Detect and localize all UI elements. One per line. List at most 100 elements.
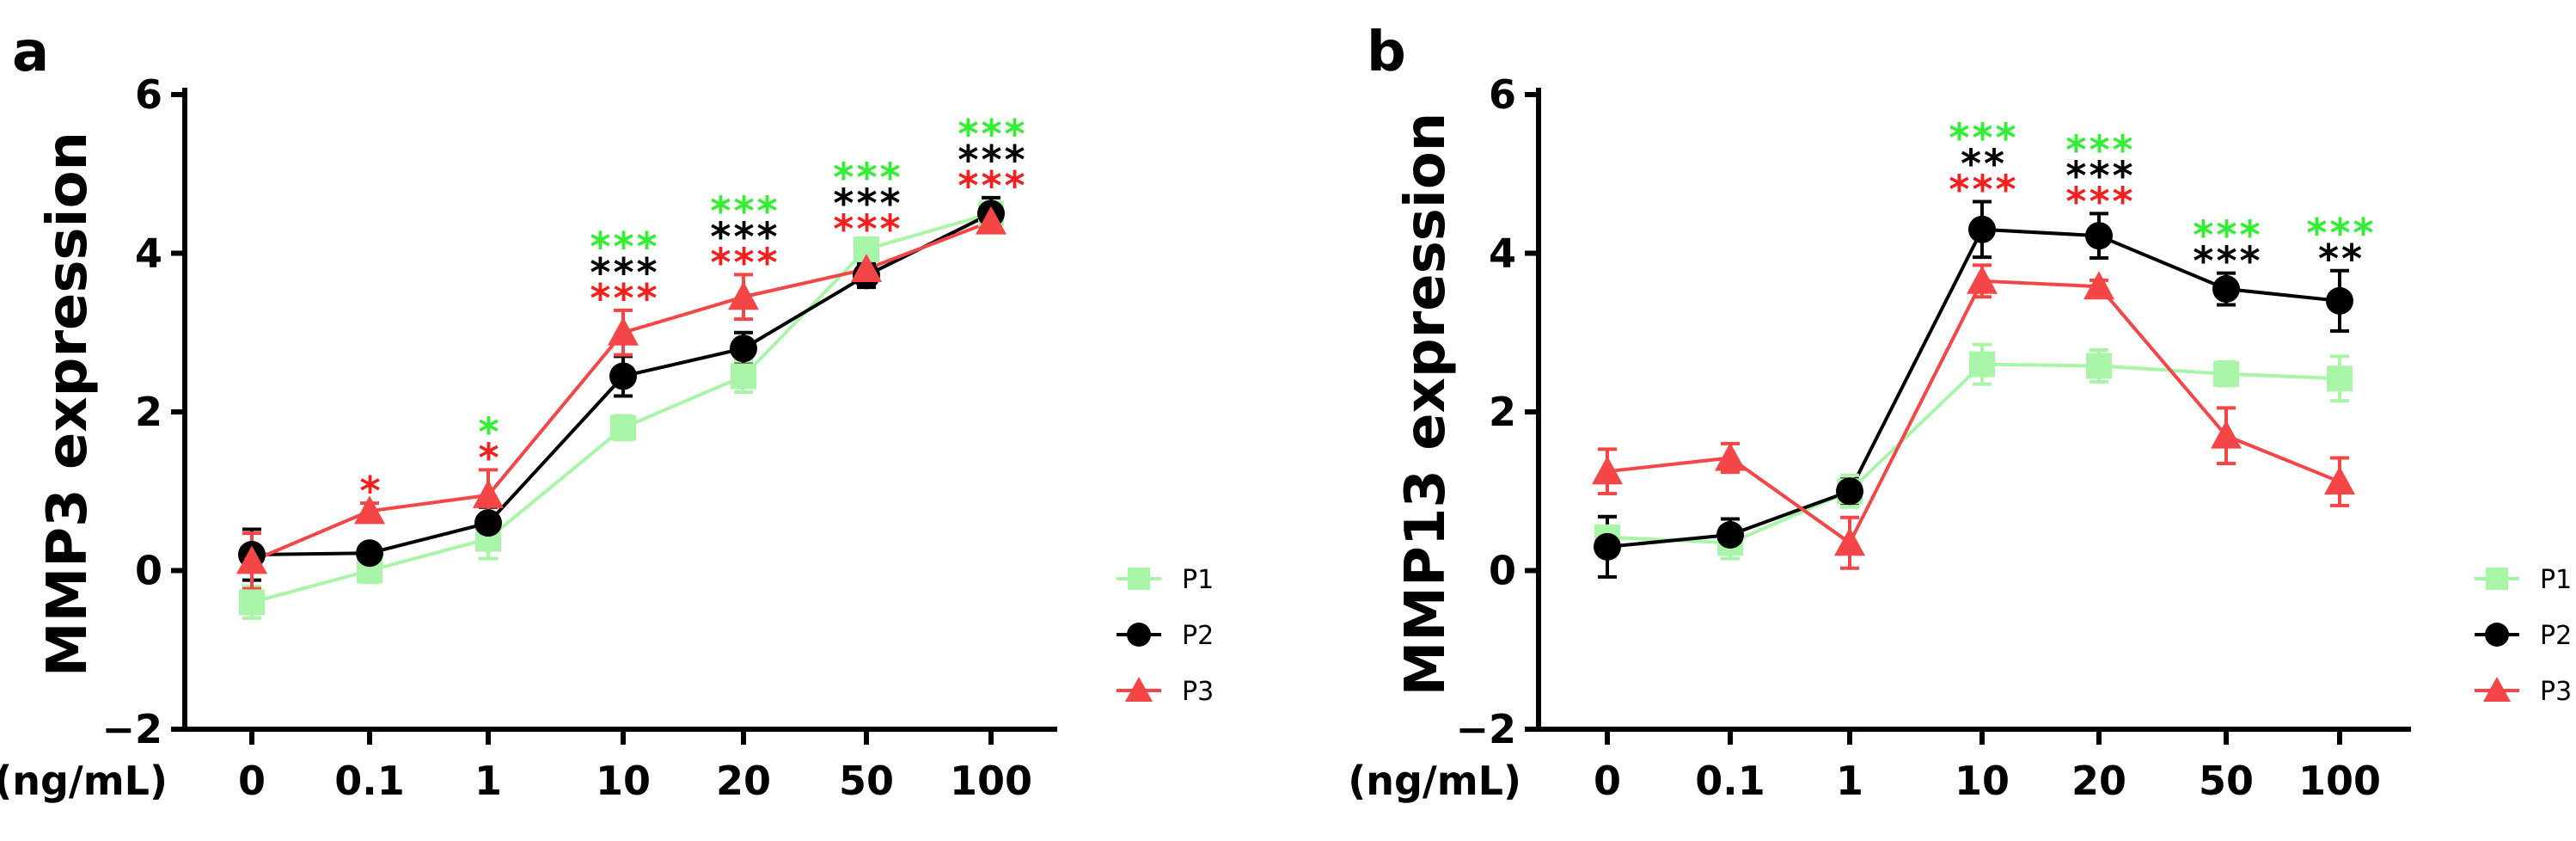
panel-a-ylabel: MMP3 expression — [36, 132, 100, 677]
panel-b-significance-stars: *** — [1949, 115, 2018, 162]
panel-b-ylabel: MMP13 expression — [1394, 113, 1458, 697]
panel-b-y-tick-label: 0 — [1489, 548, 1516, 594]
panel-b-point-p2 — [2326, 286, 2353, 315]
panel-a-x-tick-label: 20 — [716, 758, 771, 804]
panel-b-point-p3 — [1715, 442, 1746, 471]
panel-b-legend-marker — [2485, 623, 2509, 647]
panel-b-point-p1 — [2086, 353, 2112, 379]
panel-b-x-tick-label: 100 — [2298, 758, 2381, 804]
panel-a-point-p3 — [851, 253, 882, 282]
panel-a-x-tick-label: 1 — [474, 758, 502, 804]
panel-a-legend-label: P3 — [1182, 677, 1214, 707]
panel-b-series-line-p3 — [1606, 279, 2340, 546]
panel-a-significance-stars: *** — [590, 275, 659, 322]
panel-a-point-p1 — [731, 363, 756, 390]
panel-b-legend-label: P2 — [2540, 621, 2572, 651]
panel-a-point-p1 — [239, 589, 265, 616]
panel-a-point-p2 — [356, 539, 383, 568]
panel-a-legend-marker — [1128, 568, 1150, 590]
panel-b-point-p1 — [2213, 360, 2239, 387]
panel-a-point-p3 — [236, 545, 267, 574]
panel-b-significance-stars: *** — [2065, 126, 2135, 173]
panel-a-point-p3 — [354, 495, 385, 525]
panel-b-point-p3 — [2211, 420, 2242, 449]
panel-b-x-tick-label: 20 — [2071, 758, 2126, 804]
panel-a-significance-stars: *** — [833, 155, 903, 201]
panel-b-point-p2 — [1968, 215, 1996, 243]
panel-b-significance-stars: *** — [2193, 238, 2262, 285]
panel-a-y-tick-label: −2 — [101, 706, 162, 752]
panel-a-point-p3 — [473, 479, 504, 508]
panel-b-point-p1 — [1969, 351, 1995, 378]
panel-a-y-tick-label: 0 — [135, 548, 162, 594]
panel-b-point-p3 — [1967, 265, 1998, 294]
panel-a-letter: a — [12, 21, 49, 84]
panel-b-x-tick-label: 0.1 — [1695, 758, 1765, 804]
panel-a-x-tick-label: 0.1 — [334, 758, 405, 804]
panel-b-legend-marker — [2483, 677, 2511, 702]
panel-a-legend-label: P2 — [1182, 621, 1214, 651]
panel-b-legend-label: P1 — [2540, 565, 2572, 595]
panel-b-point-p2 — [2212, 275, 2240, 304]
panel-b-point-p2 — [2085, 222, 2113, 250]
panel-a-y-tick-label: 4 — [135, 230, 162, 277]
panel-a-xlabel: (ng/mL) — [0, 758, 168, 804]
panel-b-xlabel: (ng/mL) — [1348, 758, 1521, 804]
panel-b-x-tick-label: 1 — [1836, 758, 1863, 804]
panel-b-y-tick-label: 2 — [1489, 389, 1516, 435]
panel-a-significance-stars: *** — [958, 111, 1027, 157]
panel-a-x-tick-label: 10 — [596, 758, 651, 804]
panel-b-point-p3 — [1592, 456, 1623, 485]
panel-b-point-p2 — [1836, 477, 1863, 506]
panel-b-point-p3 — [1834, 527, 1865, 556]
panel-a-point-p3 — [608, 316, 639, 346]
panel-a-point-p2 — [474, 509, 502, 537]
panel-a-significance-stars: *** — [833, 206, 903, 253]
panel-b-point-p1 — [2327, 365, 2353, 392]
panel-a-x-tick-label: 50 — [839, 758, 894, 804]
panel-b-letter: b — [1367, 21, 1406, 84]
panel-b: b MMP13 expression −2 0 2 4 6 0 0.1 1 10 20 50 100 (… — [1348, 21, 2572, 804]
panel-a: a MMP3 expression −2 0 2 4 6 0 0.1 1 10 20 50 100 (n… — [0, 21, 1214, 804]
panel-a-significance-stars: *** — [590, 249, 659, 296]
panel-a-significance-stars: *** — [710, 213, 780, 260]
panel-b-y-tick-label: −2 — [1455, 706, 1516, 752]
panel-a-significance-stars: *** — [958, 137, 1027, 183]
panel-b-x-tick-label: 10 — [1955, 758, 2010, 804]
panel-a-x-tick-label: 0 — [238, 758, 266, 804]
panel-b-significance-stars: ** — [2318, 236, 2365, 282]
panel-a-significance-stars: * — [478, 408, 501, 455]
panel-a-significance-stars: *** — [958, 163, 1027, 209]
panel-b-significance-stars: *** — [2193, 212, 2262, 259]
panel-a-significance-stars: *** — [590, 224, 659, 270]
panel-b-significance-stars: *** — [2065, 152, 2135, 199]
panel-a-significance-stars: *** — [833, 181, 903, 227]
panel-b-legend-marker — [2486, 568, 2508, 590]
panel-a-point-p1 — [610, 414, 636, 441]
panel-b-y-tick-label: 4 — [1489, 230, 1516, 277]
panel-a-significance-stars: * — [478, 434, 501, 481]
panel-b-significance-stars: ** — [1961, 141, 2007, 187]
panel-b-point-p3 — [2324, 466, 2355, 495]
panel-b-point-p2 — [1716, 520, 1744, 549]
panel-a-point-p3 — [728, 281, 759, 310]
panel-a-point-p3 — [976, 206, 1007, 235]
panel-b-legend-label: P3 — [2540, 677, 2572, 707]
panel-a-significance-stars: *** — [710, 239, 780, 285]
panel-b-series-line-p1 — [1606, 362, 2340, 545]
panel-a-point-p2 — [730, 335, 757, 363]
panel-a-significance-stars: * — [359, 468, 382, 514]
panel-b-significance-stars: *** — [2065, 178, 2135, 224]
panel-a-x-tick-label: 100 — [950, 758, 1032, 804]
panel-b-point-p2 — [1594, 532, 1621, 561]
panel-a-legend-marker — [1127, 623, 1151, 647]
panel-b-significance-stars: *** — [1949, 167, 2018, 213]
panel-b-significance-stars: *** — [2306, 210, 2376, 256]
panel-b-x-tick-label: 0 — [1594, 758, 1621, 804]
panel-a-legend-marker — [1125, 677, 1153, 702]
panel-b-x-tick-label: 50 — [2199, 758, 2254, 804]
panel-a-y-tick-label: 6 — [135, 71, 162, 118]
